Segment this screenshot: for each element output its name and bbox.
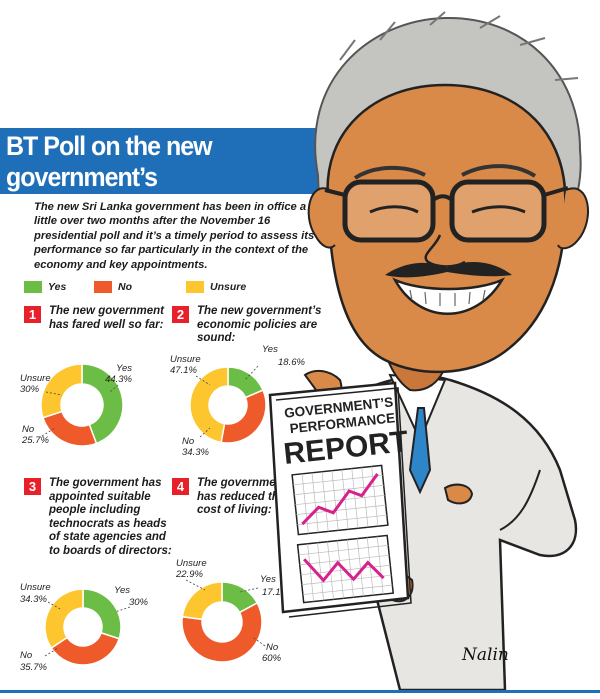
glasses-right-lens [449, 179, 547, 243]
donut-3-value-no: 35.7% [20, 662, 47, 673]
mustache [385, 262, 512, 278]
donut-1-leader-2 [109, 384, 119, 393]
donut-4-value-yes: 17.1% [262, 587, 289, 598]
donut-3-label-no: No [20, 650, 32, 661]
donut-2-value-yes: 18.6% [278, 357, 305, 368]
report-title: GOVERNMENT’S PERFORMANCE REPORT [282, 394, 410, 471]
legend-item-unsure: Unsure [186, 281, 246, 293]
donut-2-leader-2 [244, 365, 259, 381]
donut-3-value-unsure: 34.3% [20, 594, 47, 605]
hair-strands [339, 11, 579, 81]
legend-label-yes: Yes [48, 281, 67, 293]
donut-1-label-no: No [22, 424, 34, 435]
donut-3-slice-unsure [44, 588, 84, 650]
donut-4-slice-no [181, 601, 263, 663]
left-eyebrow [353, 165, 426, 180]
smile [392, 277, 506, 315]
donut-2-slice-unsure [189, 366, 229, 444]
right-eye [471, 205, 526, 214]
legend-label-no: No [118, 281, 132, 293]
question-4: 4 The government has reduced the cost of… [172, 477, 292, 538]
donut-4-label-unsure: Unsure [176, 558, 207, 569]
donut-2-leader-1 [195, 375, 211, 386]
donut-1-slice-yes [81, 363, 124, 445]
question-text-3: The government has appointed suitable pe… [49, 477, 172, 557]
legend: Yes No Unsure [24, 281, 246, 293]
donut-1-label-unsure: Unsure [20, 373, 51, 384]
donut-3-value-yes: 30% [129, 597, 149, 608]
teeth [409, 289, 486, 306]
question-2: 2 The new government’s economic policies… [172, 305, 342, 346]
left-eye [369, 205, 419, 214]
question-number-4: 4 [172, 478, 189, 495]
artist-signature: Nalin [462, 645, 509, 665]
donut-4-value-unsure: 22.9% [175, 569, 203, 580]
question-text-2: The new government’s economic policies a… [197, 305, 322, 344]
donut-1-leader-1 [45, 391, 63, 396]
donut-4-slice-unsure [181, 581, 223, 621]
report-graph-1-grid [293, 466, 387, 534]
question-1: 1 The new government has fared well so f… [24, 305, 174, 358]
title-line-1: BT Poll on the new government’s [6, 131, 213, 193]
legend-swatch-yes [24, 281, 42, 293]
face [326, 83, 567, 374]
question-text-4: The government has reduced the cost of l… [197, 477, 287, 516]
donut-1-value-unsure: 30% [20, 384, 40, 395]
donut-3-label-yes: Yes [114, 585, 130, 596]
donut-2-label-yes: Yes [262, 344, 278, 355]
legend-label-unsure: Unsure [210, 281, 247, 293]
glasses-arms [324, 186, 569, 197]
donut-2-value-unsure: 47.1% [170, 365, 197, 376]
suit-fold [499, 469, 541, 531]
title-line-2: performance [6, 193, 147, 224]
donut-3-label-unsure: Unsure [20, 582, 51, 593]
donut-4-value-no: 60% [262, 653, 282, 664]
right-eyebrow [461, 164, 537, 178]
question-text-1: The new government has fared well so far… [49, 305, 165, 331]
donut-4-leader-1 [185, 579, 206, 591]
glasses-bridge [431, 194, 454, 202]
donut-1-slice-unsure [40, 363, 83, 419]
intro-text: The new Sri Lanka government has been in… [34, 201, 315, 271]
question-3: 3 The government has appointed suitable … [24, 477, 174, 578]
donut-2-value-no: 34.3% [182, 447, 209, 458]
donut-2-label-unsure: Unsure [170, 354, 201, 365]
title-banner [0, 128, 318, 194]
legend-swatch-unsure [186, 281, 204, 293]
donut-3-leader-2 [114, 606, 131, 613]
report-graph-2 [296, 534, 395, 604]
donut-3-leader-3 [44, 647, 59, 657]
donut-4-label-no: No [266, 642, 278, 653]
donut-3-leader-1 [47, 601, 63, 611]
question-number-1: 1 [24, 306, 41, 323]
left-ear [307, 187, 336, 249]
bottom-rule [0, 690, 600, 693]
donut-1-value-no: 25.7% [21, 435, 49, 446]
right-ear [557, 187, 590, 250]
donut-1-label-yes: Yes [116, 363, 132, 374]
page-title: BT Poll on the new government’s performa… [6, 131, 326, 225]
question-number-2: 2 [172, 306, 189, 323]
legend-item-yes: Yes [24, 281, 94, 293]
legend-swatch-no [94, 281, 112, 293]
report-graph-1-line [301, 473, 379, 526]
necktie [408, 407, 432, 495]
donut-1-value-yes: 44.3% [105, 374, 132, 385]
glasses-left-lens [342, 179, 436, 243]
report-graph-1 [291, 464, 389, 536]
report-graph-2-line [303, 558, 385, 583]
donut-3-slice-no [50, 631, 121, 666]
donut-2-label-no: No [182, 436, 194, 447]
report-paper-back [275, 387, 412, 618]
legend-item-no: No [94, 281, 186, 293]
donut-4-leader-2 [239, 587, 259, 593]
donut-1-leader-3 [41, 427, 56, 437]
donut-4-label-yes: Yes [260, 574, 276, 585]
right-hand [443, 483, 474, 505]
question-number-3: 3 [24, 478, 41, 495]
